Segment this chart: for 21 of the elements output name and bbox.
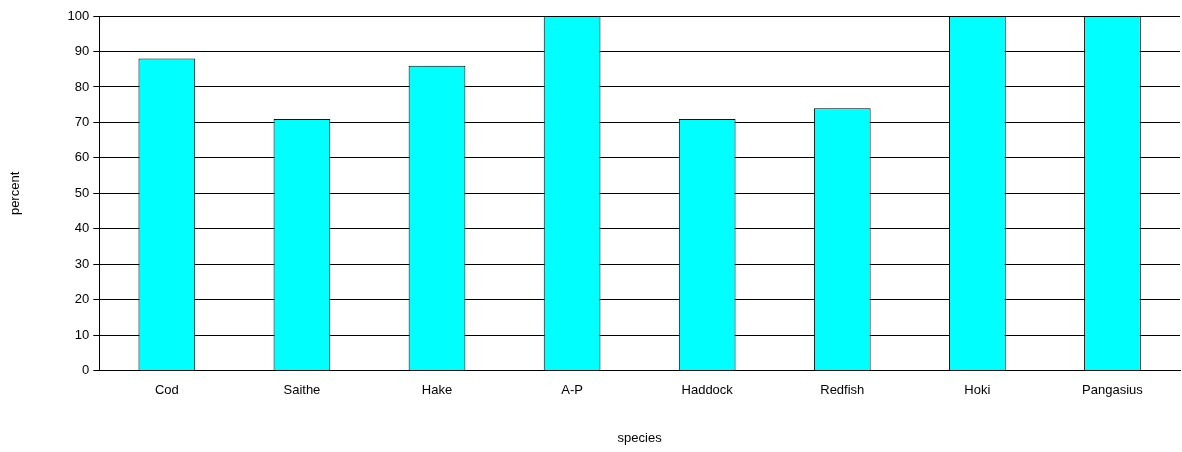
- y-tick-label: 40: [74, 220, 90, 236]
- y-tick-label: 80: [74, 78, 90, 94]
- y-tick-label: 50: [74, 184, 90, 200]
- x-tick-label: Pangasius: [1082, 382, 1144, 398]
- x-tick-label: Redfish: [820, 382, 865, 398]
- x-tick-label: Hoki: [964, 382, 991, 398]
- x-tick-label: Saithe: [283, 382, 321, 398]
- y-tick-label: 60: [74, 149, 90, 165]
- x-tick-label: Hake: [421, 382, 453, 398]
- x-tick-label: Haddock: [681, 382, 734, 398]
- y-tick-label: 100: [67, 7, 90, 23]
- x-tick-label: Cod: [154, 382, 179, 398]
- x-axis-title: species: [617, 429, 663, 445]
- y-tick-label: 20: [74, 291, 90, 307]
- y-tick-label: 70: [74, 114, 90, 130]
- y-tick-label: 30: [74, 255, 90, 271]
- x-tick-label: A-P: [561, 382, 583, 398]
- y-axis-title: percent: [7, 171, 23, 216]
- y-tick-label: 0: [82, 362, 90, 378]
- y-tick-label: 90: [74, 43, 90, 59]
- y-tick-label: 10: [74, 326, 90, 342]
